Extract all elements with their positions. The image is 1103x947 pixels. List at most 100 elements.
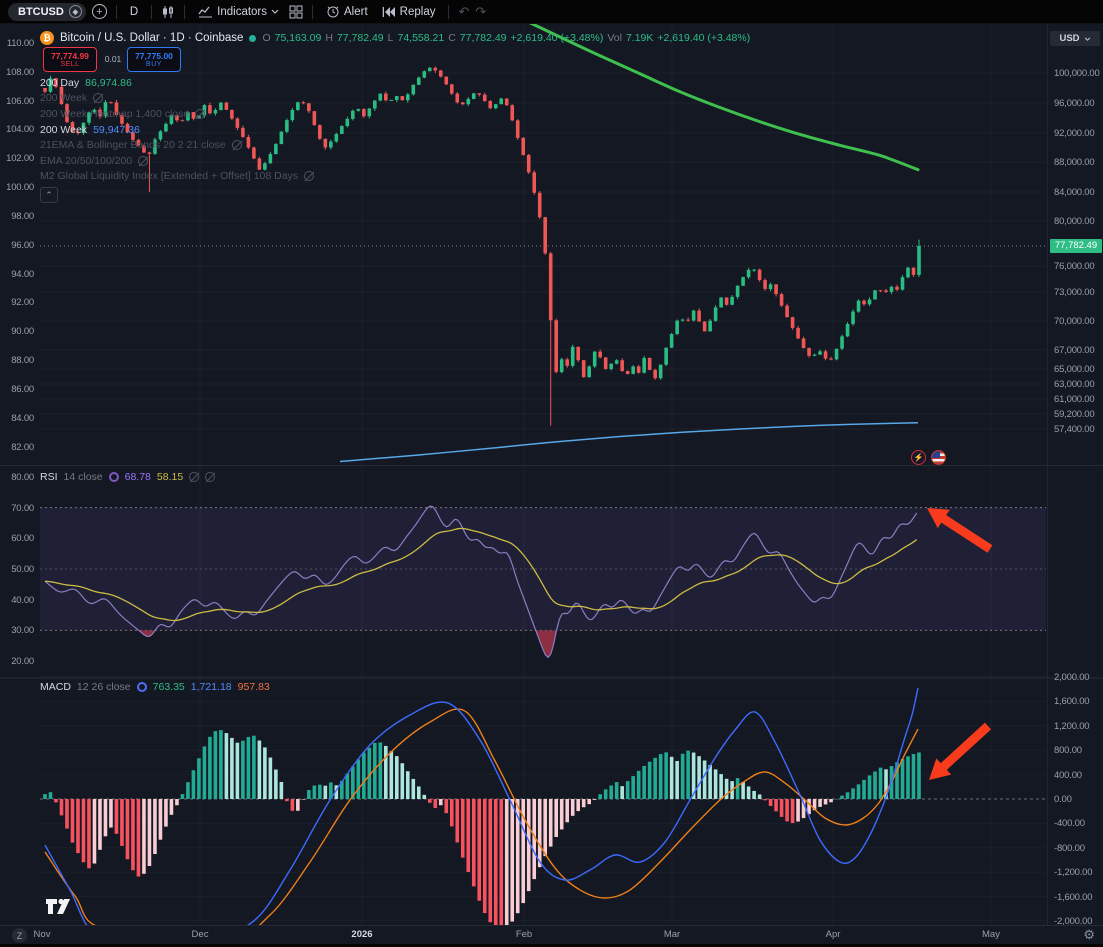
axis-tick-label: 96,000.00 bbox=[1054, 98, 1095, 109]
axis-tick-label: 70,000.00 bbox=[1054, 316, 1095, 327]
indicator-row[interactable]: 200 Week Heatmap 1,400 close bbox=[40, 106, 314, 122]
indicator-name: 200 Week bbox=[40, 123, 88, 136]
low-key: L bbox=[387, 32, 394, 44]
interval-button[interactable]: D bbox=[126, 4, 142, 20]
eye-off-icon[interactable] bbox=[138, 155, 149, 166]
macd-pane bbox=[40, 687, 1046, 925]
macd-pane-header[interactable]: MACD 12 26 close 763.35 1,721.18 957.83 bbox=[40, 681, 270, 693]
symbol-label: BTCUSD bbox=[18, 5, 64, 18]
time-tick-label: May bbox=[982, 929, 1000, 940]
right-price-axis[interactable]: USD 77,782.49 100,000.00 96,000.00 92,000.… bbox=[1047, 24, 1103, 927]
axis-tick-label: 92,000.00 bbox=[1054, 128, 1095, 139]
market-status-icon bbox=[249, 34, 257, 42]
bottom-edge bbox=[0, 944, 1103, 947]
axis-tick-label: 0.00 bbox=[1054, 794, 1072, 805]
eye-off-icon[interactable] bbox=[93, 93, 104, 104]
indicator-row[interactable]: EMA 20/50/100/200 bbox=[40, 153, 314, 169]
indicator-row[interactable]: 200 Week 59,947.36 bbox=[40, 122, 314, 138]
axis-tick-label: 100,000.00 bbox=[1054, 68, 1100, 79]
indicator-legend-list: 200 Day 86,974.86 200 Week 200 Week Heatmap… bbox=[40, 75, 315, 185]
axis-tick-label: 84,000.00 bbox=[1054, 187, 1095, 198]
volume-change-value: +2,619.40 (+3.48%) bbox=[657, 32, 751, 44]
bitcoin-icon: ₿ bbox=[40, 31, 54, 45]
axis-tick-label: 1,600.00 bbox=[1054, 696, 1090, 708]
indicator-name: EMA 20/50/100/200 bbox=[40, 154, 133, 167]
layout-grid-icon[interactable] bbox=[289, 5, 303, 19]
indicator-value: 86,974.86 bbox=[85, 76, 132, 89]
replay-button[interactable]: Replay bbox=[378, 4, 440, 20]
eye-off-icon[interactable] bbox=[304, 171, 315, 182]
indicator-row[interactable]: M2 Global Liquidity Index [Extended + Of… bbox=[40, 169, 315, 185]
current-price-label: 77,782.49 bbox=[1050, 238, 1102, 253]
change-value: +2,619.40 (+3.48%) bbox=[510, 32, 604, 44]
axis-tick-label: -400.00 bbox=[1054, 818, 1085, 830]
axis-tick-label: 20.00 bbox=[11, 656, 34, 668]
axis-tick-label: -1,200.00 bbox=[1054, 867, 1093, 879]
axis-tick-label: 40.00 bbox=[11, 594, 34, 606]
eye-off-icon[interactable] bbox=[189, 472, 200, 482]
axis-tick-label: -2,000.00 bbox=[1054, 916, 1093, 927]
time-tick-label: Dec bbox=[191, 929, 209, 940]
axis-tick-label: -1,600.00 bbox=[1054, 891, 1093, 903]
eye-off-icon[interactable] bbox=[231, 140, 242, 151]
axis-tick-label: 80,000.00 bbox=[1054, 216, 1095, 227]
axis-tick-label: 100.00 bbox=[6, 182, 34, 194]
sell-label: SELL bbox=[60, 60, 80, 68]
sell-price: 77,774.99 bbox=[51, 50, 89, 61]
symbol-title: Bitcoin / U.S. Dollar · 1D · Coinbase bbox=[60, 32, 244, 44]
sell-button[interactable]: 77,774.99 SELL bbox=[43, 47, 97, 72]
macd-source-icon bbox=[136, 682, 147, 692]
axis-tick-label: 94.00 bbox=[11, 268, 34, 280]
currency-dropdown[interactable]: USD bbox=[1050, 31, 1100, 46]
axis-tick-label: 96.00 bbox=[11, 239, 34, 251]
compare-add-icon[interactable]: + bbox=[91, 4, 107, 19]
left-price-axis[interactable]: 110.00 108.00 106.00 104.00 102.00 100.00 98.0… bbox=[0, 24, 38, 925]
annotation-arrow[interactable] bbox=[929, 722, 992, 780]
chevron-down-icon bbox=[271, 9, 279, 14]
symbol-legend[interactable]: ₿ Bitcoin / U.S. Dollar · 1D · Coinbase … bbox=[40, 31, 750, 45]
rsi-ma-value: 58.15 bbox=[156, 471, 184, 483]
settings-gear-icon[interactable]: ⚙ bbox=[1083, 927, 1095, 942]
symbol-detail-icon[interactable]: ◆ bbox=[68, 5, 82, 18]
time-tick-label: Mar bbox=[663, 929, 681, 940]
macd-line-value: 1,721.18 bbox=[190, 681, 232, 693]
ohlc-values: O 75,163.09 H 77,782.49 L 74,558.21 C 77,782… bbox=[262, 32, 750, 44]
chevron-down-icon bbox=[1084, 36, 1090, 41]
indicator-row[interactable]: 21EMA & Bollinger Bands 20 2 21 close bbox=[40, 137, 314, 153]
indicators-button[interactable]: Indicators bbox=[194, 3, 283, 20]
axis-tick-label: 2,000.00 bbox=[1054, 672, 1090, 683]
indicator-name: 200 Day bbox=[40, 76, 80, 89]
time-axis[interactable]: Z ⚙ Nov Dec 2026 Feb Mar Apr May bbox=[0, 925, 1103, 944]
annotation-arrow[interactable] bbox=[927, 508, 993, 553]
replay-label: Replay bbox=[399, 5, 436, 18]
event-icon-lightning[interactable]: ⚡ bbox=[911, 450, 926, 465]
axis-tick-label: 92.00 bbox=[11, 297, 34, 309]
legend-collapse-button[interactable]: ⌃ bbox=[40, 187, 58, 203]
indicators-label: Indicators bbox=[217, 5, 268, 18]
indicator-name: M2 Global Liquidity Index [Extended + Of… bbox=[40, 170, 299, 183]
rsi-pane-header[interactable]: RSI 14 close 68.78 58.15 bbox=[40, 471, 216, 483]
axis-tick-label: 60.00 bbox=[11, 533, 34, 545]
buy-button[interactable]: 77,775.00 BUY bbox=[127, 47, 181, 72]
indicator-row[interactable]: 200 Day 86,974.86 bbox=[40, 75, 314, 91]
axis-tick-label: 57,400.00 bbox=[1054, 424, 1095, 435]
time-tick-label: Feb bbox=[515, 929, 533, 940]
indicator-row[interactable]: 200 Week bbox=[40, 91, 314, 107]
eye-off-icon[interactable] bbox=[195, 108, 206, 119]
time-tick-label: 2026 bbox=[351, 929, 373, 940]
symbol-search-button[interactable]: BTCUSD ◆ bbox=[8, 2, 86, 21]
tradingview-logo[interactable] bbox=[45, 898, 71, 915]
axis-tick-label: 65,000.00 bbox=[1054, 364, 1095, 375]
event-icon-us-flag[interactable] bbox=[931, 450, 946, 465]
spread-value: 0.01 bbox=[101, 53, 125, 65]
undo-icon[interactable]: ↶ bbox=[458, 3, 470, 19]
redo-icon[interactable]: ↷ bbox=[475, 3, 487, 19]
alert-button[interactable]: Alert bbox=[322, 3, 372, 21]
eye-off-icon[interactable] bbox=[205, 472, 216, 482]
rsi-params: 14 close bbox=[63, 471, 103, 483]
timezone-button[interactable]: Z bbox=[12, 928, 27, 943]
chart-style-icon[interactable] bbox=[161, 5, 175, 19]
axis-tick-label: 61,000.00 bbox=[1054, 394, 1095, 405]
high-key: H bbox=[325, 32, 333, 44]
